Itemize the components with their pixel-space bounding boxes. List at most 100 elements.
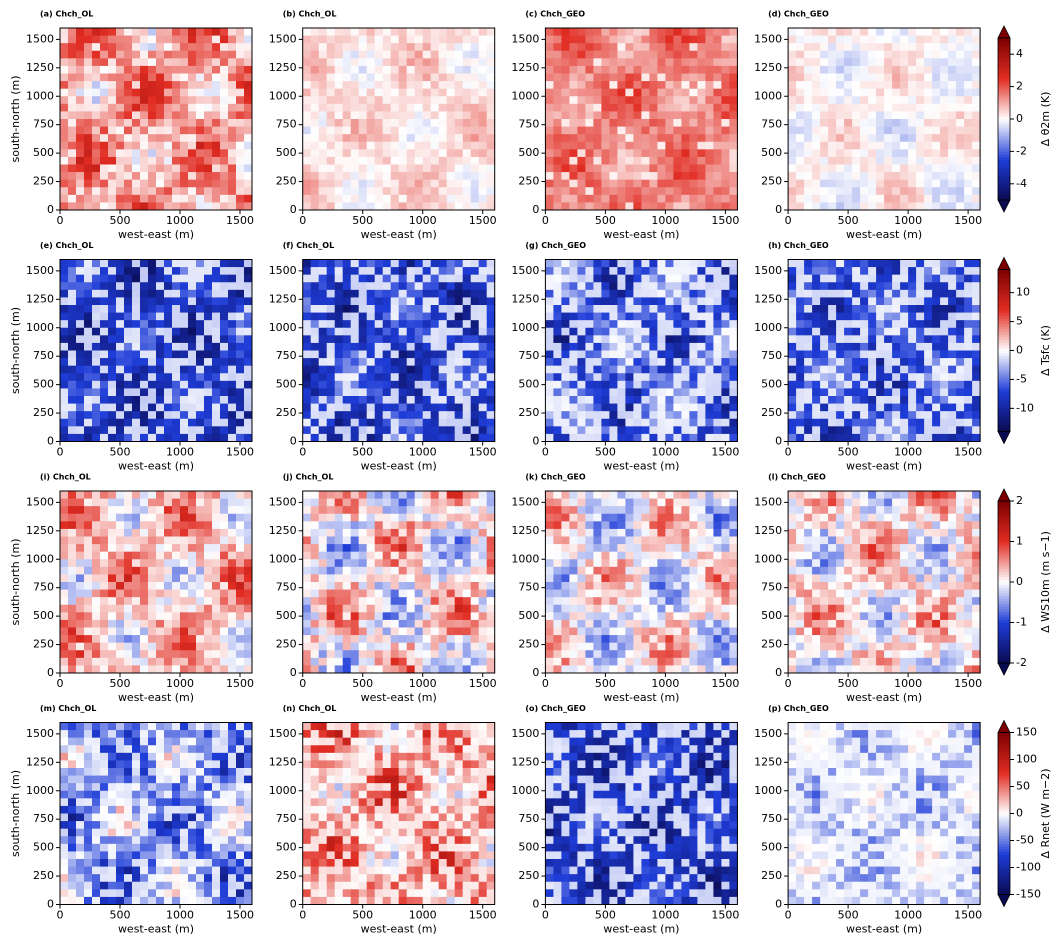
heatmap-cell (471, 134, 480, 142)
x-axis-label: west-east (m) (361, 228, 437, 241)
heatmap-cell (673, 396, 682, 404)
heatmap-cell (812, 404, 821, 412)
heatmap-cell (665, 74, 674, 82)
heatmap-cell (892, 157, 901, 165)
heatmap-cell (553, 275, 562, 283)
heatmap-cell (681, 142, 690, 150)
heatmap-cell (729, 51, 738, 59)
heatmap-cell (697, 195, 706, 203)
heatmap-cell (479, 396, 488, 404)
heatmap-cell (788, 142, 797, 150)
heatmap-cell (577, 343, 586, 351)
heatmap-cell (383, 172, 392, 180)
heatmap-cell (900, 297, 909, 305)
heatmap-cell (188, 267, 197, 275)
heatmap-cell (665, 328, 674, 336)
heatmap-cell (244, 127, 253, 135)
heatmap-cell (423, 104, 432, 112)
heatmap-cell (665, 51, 674, 59)
heatmap-cell (367, 343, 376, 351)
heatmap-cell (649, 404, 658, 412)
heatmap-cell (876, 180, 885, 188)
heatmap-cell (236, 142, 245, 150)
heatmap-cell (92, 104, 101, 112)
heatmap-cell (228, 81, 237, 89)
heatmap-cell (92, 157, 101, 165)
heatmap-cell (343, 434, 352, 442)
heatmap-cell (729, 267, 738, 275)
heatmap-cell (796, 36, 805, 44)
heatmap-cell (561, 187, 570, 195)
heatmap-cell (844, 282, 853, 290)
heatmap-cell (303, 358, 312, 366)
heatmap-cell (92, 388, 101, 396)
heatmap-cell (439, 282, 448, 290)
heatmap-cell (116, 74, 125, 82)
heatmap-cell (172, 343, 181, 351)
heatmap-cell (311, 81, 320, 89)
heatmap-cell (804, 195, 813, 203)
heatmap-cell (140, 396, 149, 404)
heatmap-cell (439, 36, 448, 44)
heatmap-cell (108, 381, 117, 389)
heatmap-cell (303, 366, 312, 374)
heatmap-cell (92, 119, 101, 127)
heatmap-cell (311, 290, 320, 298)
heatmap-cell (641, 320, 650, 328)
x-tick-label: 1000 (409, 446, 437, 459)
heatmap-cell (140, 366, 149, 374)
heatmap-cell (956, 426, 965, 434)
heatmap-cell (487, 275, 496, 283)
heatmap-cell (343, 172, 352, 180)
heatmap-cell (68, 43, 77, 51)
heatmap-cell (713, 66, 722, 74)
heatmap-cell (545, 419, 554, 427)
heatmap-cell (884, 290, 893, 298)
heatmap-cell (908, 313, 917, 321)
heatmap-cell (641, 358, 650, 366)
heatmap-cell (836, 260, 845, 268)
heatmap-cell (220, 172, 229, 180)
heatmap-cell (940, 81, 949, 89)
heatmap-cell (164, 411, 173, 419)
heatmap-cell (124, 28, 133, 36)
heatmap-cell (609, 373, 618, 381)
heatmap-cell (884, 297, 893, 305)
heatmap-cell (697, 165, 706, 173)
heatmap-cell (172, 388, 181, 396)
heatmap-cell (868, 187, 877, 195)
heatmap-cell (431, 195, 440, 203)
y-tick-label: 1000 (511, 321, 539, 334)
heatmap-cell (617, 28, 626, 36)
heatmap-cell (713, 202, 722, 210)
heatmap-cell (156, 381, 165, 389)
heatmap-cell (343, 142, 352, 150)
heatmap-cell (335, 96, 344, 104)
heatmap-cell (812, 36, 821, 44)
heatmap-cell (367, 434, 376, 442)
heatmap-cell (359, 366, 368, 374)
heatmap-cell (916, 195, 925, 203)
heatmap-cell (916, 267, 925, 275)
heatmap-cell (479, 275, 488, 283)
heatmap-cell (228, 381, 237, 389)
heatmap-cell (836, 89, 845, 97)
heatmap-cell (820, 165, 829, 173)
heatmap-cell (228, 434, 237, 442)
heatmap-cell (900, 51, 909, 59)
heatmap-cell (84, 267, 93, 275)
heatmap-cell (804, 127, 813, 135)
heatmap-cell (844, 202, 853, 210)
heatmap-cell (375, 434, 384, 442)
heatmap-cell (948, 157, 957, 165)
heatmap-cell (916, 419, 925, 427)
heatmap-cell (641, 396, 650, 404)
heatmap-cell (561, 180, 570, 188)
heatmap-cell (359, 149, 368, 157)
heatmap-cell (164, 305, 173, 313)
heatmap-cell (820, 180, 829, 188)
heatmap-cell (327, 66, 336, 74)
heatmap-cell (713, 195, 722, 203)
heatmap-cell (383, 202, 392, 210)
heatmap-cell (196, 119, 205, 127)
